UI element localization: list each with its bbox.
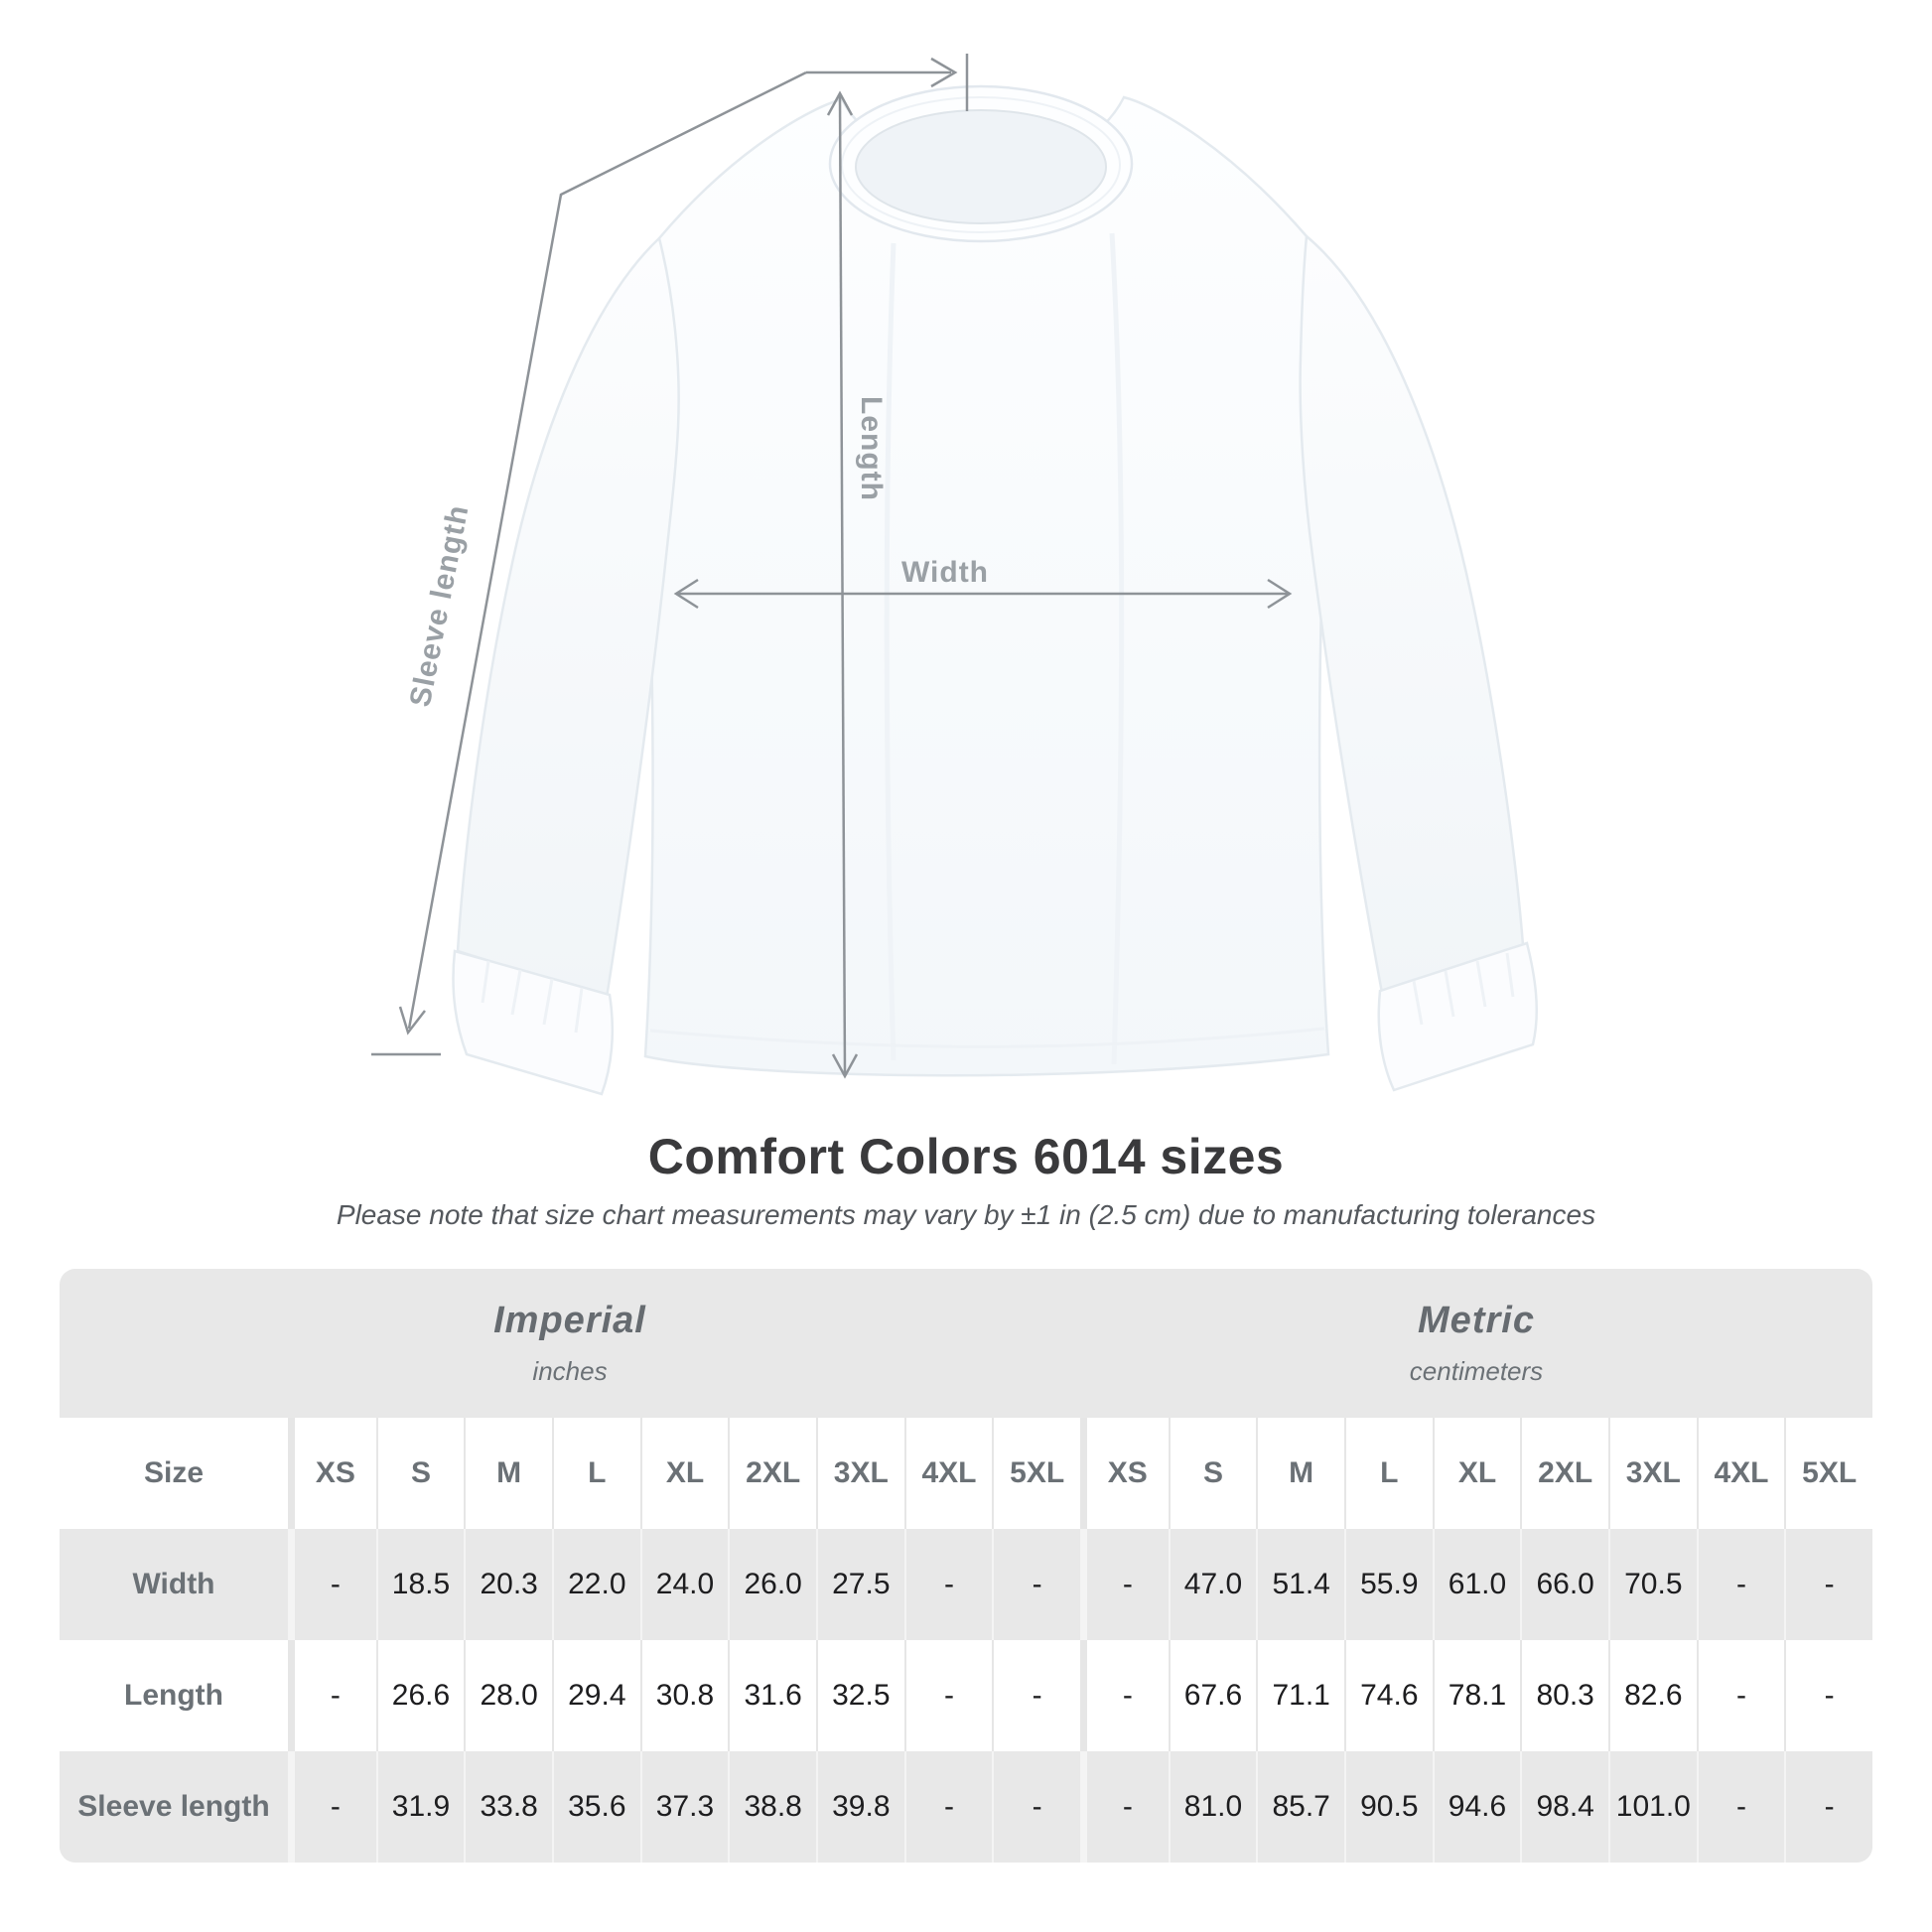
- size-col-header-imperial-xl: XL: [639, 1418, 729, 1529]
- size-grid: Size XS S M L XL 2XL 3XL 4XL 5XL XS S M L XL 2XL 3XL 4XL 5…: [60, 1418, 1872, 1863]
- imperial-group-header: Imperial inches: [60, 1269, 1080, 1418]
- size-col-header-imperial-5xl: 5XL: [992, 1418, 1080, 1529]
- size-value-cell: -: [1079, 1640, 1169, 1751]
- size-value-cell: 51.4: [1256, 1529, 1344, 1640]
- size-value-cell: -: [992, 1640, 1080, 1751]
- row-label-sleeve-length: Sleeve length: [60, 1751, 288, 1863]
- size-value-cell: 33.8: [464, 1751, 552, 1863]
- size-value-cell: 81.0: [1168, 1751, 1257, 1863]
- row-label-length: Length: [60, 1640, 288, 1751]
- size-value-cell: -: [903, 1640, 993, 1751]
- sleeve-length-measure-line: [371, 70, 807, 1056]
- size-value-cell: 35.6: [551, 1751, 640, 1863]
- size-col-header-imperial-m: M: [464, 1418, 552, 1529]
- imperial-group-unit: inches: [532, 1356, 608, 1386]
- size-value-cell: -: [1784, 1640, 1872, 1751]
- size-value-cell: -: [903, 1529, 993, 1640]
- tolerance-note: Please note that size chart measurements…: [336, 1199, 1596, 1230]
- size-value-cell: -: [903, 1751, 993, 1863]
- length-measure-line: [826, 90, 859, 1079]
- size-col-header-imperial-2xl: 2XL: [728, 1418, 816, 1529]
- size-value-cell: -: [1696, 1640, 1785, 1751]
- size-col-header-metric-5xl: 5XL: [1784, 1418, 1872, 1529]
- size-value-cell: -: [288, 1751, 376, 1863]
- size-value-cell: -: [1784, 1751, 1872, 1863]
- size-value-cell: 20.3: [464, 1529, 552, 1640]
- size-value-cell: 78.1: [1432, 1640, 1521, 1751]
- size-col-header-imperial-3xl: 3XL: [815, 1418, 904, 1529]
- size-value-cell: 27.5: [815, 1529, 904, 1640]
- metric-group-title: Metric: [1418, 1300, 1535, 1341]
- size-col-header-metric-xl: XL: [1432, 1418, 1521, 1529]
- size-col-header-metric-3xl: 3XL: [1607, 1418, 1697, 1529]
- size-value-cell: 47.0: [1168, 1529, 1257, 1640]
- shirt-illustration: [452, 84, 1539, 1096]
- page-title: Comfort Colors 6014 sizes: [647, 1129, 1285, 1184]
- shirt-measurement-diagram: Sleeve length Length Width: [371, 54, 1539, 1096]
- width-measure-line: [673, 578, 1293, 610]
- size-col-header-metric-l: L: [1343, 1418, 1433, 1529]
- size-value-cell: 39.8: [815, 1751, 904, 1863]
- size-value-cell: -: [1696, 1751, 1785, 1863]
- size-value-cell: -: [992, 1529, 1080, 1640]
- size-value-cell: 28.0: [464, 1640, 552, 1751]
- size-value-cell: 26.6: [375, 1640, 465, 1751]
- size-value-cell: -: [1784, 1529, 1872, 1640]
- width-diagram-label: Width: [901, 556, 989, 589]
- size-value-cell: 98.4: [1520, 1751, 1608, 1863]
- size-value-cell: 31.6: [728, 1640, 816, 1751]
- size-table: Imperial inches Metric centimeters Size X…: [60, 1269, 1872, 1863]
- size-col-header-imperial-s: S: [375, 1418, 465, 1529]
- size-value-cell: 61.0: [1432, 1529, 1521, 1640]
- size-value-cell: 80.3: [1520, 1640, 1608, 1751]
- size-value-cell: 24.0: [639, 1529, 729, 1640]
- size-corner-header: Size: [60, 1418, 288, 1529]
- size-value-cell: 55.9: [1343, 1529, 1433, 1640]
- size-value-cell: 38.8: [728, 1751, 816, 1863]
- size-value-cell: 22.0: [551, 1529, 640, 1640]
- size-col-header-metric-s: S: [1168, 1418, 1257, 1529]
- top-width-guide-arrow: [806, 54, 969, 111]
- size-col-header-imperial-xs: XS: [288, 1418, 376, 1529]
- size-value-cell: 26.0: [728, 1529, 816, 1640]
- size-value-cell: 70.5: [1607, 1529, 1697, 1640]
- size-col-header-metric-xs: XS: [1079, 1418, 1169, 1529]
- size-value-cell: 85.7: [1256, 1751, 1344, 1863]
- metric-group-unit: centimeters: [1409, 1356, 1544, 1386]
- sleeve-length-diagram-label: Sleeve length: [404, 502, 476, 710]
- imperial-group-title: Imperial: [493, 1300, 646, 1341]
- size-value-cell: 94.6: [1432, 1751, 1521, 1863]
- row-label-width: Width: [60, 1529, 288, 1640]
- size-value-cell: 74.6: [1343, 1640, 1433, 1751]
- size-value-cell: -: [1696, 1529, 1785, 1640]
- unit-group-header-row: Imperial inches Metric centimeters: [60, 1269, 1872, 1418]
- size-value-cell: 66.0: [1520, 1529, 1608, 1640]
- size-value-cell: -: [288, 1529, 376, 1640]
- size-value-cell: 82.6: [1607, 1640, 1697, 1751]
- size-col-header-metric-4xl: 4XL: [1696, 1418, 1785, 1529]
- size-value-cell: -: [288, 1640, 376, 1751]
- size-col-header-imperial-l: L: [551, 1418, 640, 1529]
- length-diagram-label: Length: [855, 396, 888, 501]
- size-value-cell: 18.5: [375, 1529, 465, 1640]
- size-value-cell: 71.1: [1256, 1640, 1344, 1751]
- size-value-cell: 90.5: [1343, 1751, 1433, 1863]
- size-value-cell: 67.6: [1168, 1640, 1257, 1751]
- size-value-cell: 101.0: [1607, 1751, 1697, 1863]
- size-value-cell: 32.5: [815, 1640, 904, 1751]
- size-value-cell: 30.8: [639, 1640, 729, 1751]
- size-value-cell: -: [1079, 1751, 1169, 1863]
- size-value-cell: 31.9: [375, 1751, 465, 1863]
- metric-group-header: Metric centimeters: [1080, 1269, 1872, 1418]
- size-col-header-metric-2xl: 2XL: [1520, 1418, 1608, 1529]
- size-value-cell: 29.4: [551, 1640, 640, 1751]
- size-value-cell: 37.3: [639, 1751, 729, 1863]
- size-value-cell: -: [1079, 1529, 1169, 1640]
- size-col-header-metric-m: M: [1256, 1418, 1344, 1529]
- size-col-header-imperial-4xl: 4XL: [903, 1418, 993, 1529]
- size-value-cell: -: [992, 1751, 1080, 1863]
